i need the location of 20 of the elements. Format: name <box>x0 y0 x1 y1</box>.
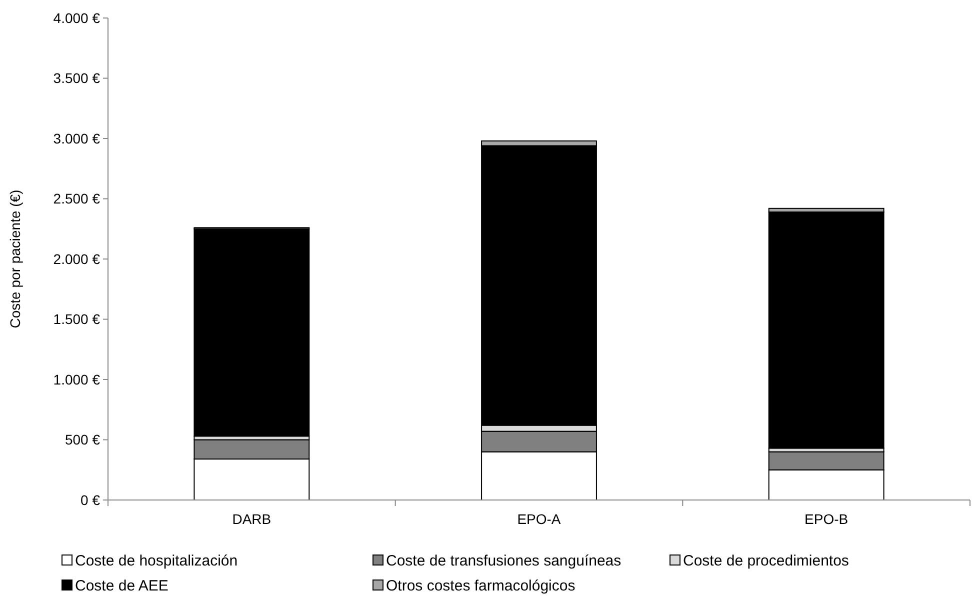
y-tick-label: 4.000 € <box>53 10 100 26</box>
bar <box>194 228 310 437</box>
y-tick-label: 2.500 € <box>53 190 100 207</box>
y-tick-label: 500 € <box>64 432 100 448</box>
y-tick-label: 2.000 € <box>53 250 100 267</box>
legend-label: Coste de transfusiones sanguíneas <box>386 552 622 570</box>
x-tick-label: EPO-B <box>804 511 848 527</box>
y-tick-label: 1.500 € <box>53 311 100 328</box>
legend-label: Coste de AEE <box>75 577 168 594</box>
bar <box>768 212 884 449</box>
legend-label: Coste de procedimientos <box>683 552 849 570</box>
x-tick-label: EPO-A <box>517 511 562 527</box>
legend-label: Otros costes farmacológicos <box>386 577 576 594</box>
y-axis-title: Coste por paciente (€) <box>7 190 23 328</box>
y-tick-label: 1.000 € <box>53 371 100 388</box>
x-tick-label: DARB <box>232 511 272 527</box>
legend-label: Coste de hospitalización <box>75 552 238 570</box>
y-tick-label: 3.000 € <box>53 130 100 146</box>
y-tick-label: 0 € <box>80 492 100 508</box>
y-tick-label: 3.500 € <box>53 70 100 86</box>
